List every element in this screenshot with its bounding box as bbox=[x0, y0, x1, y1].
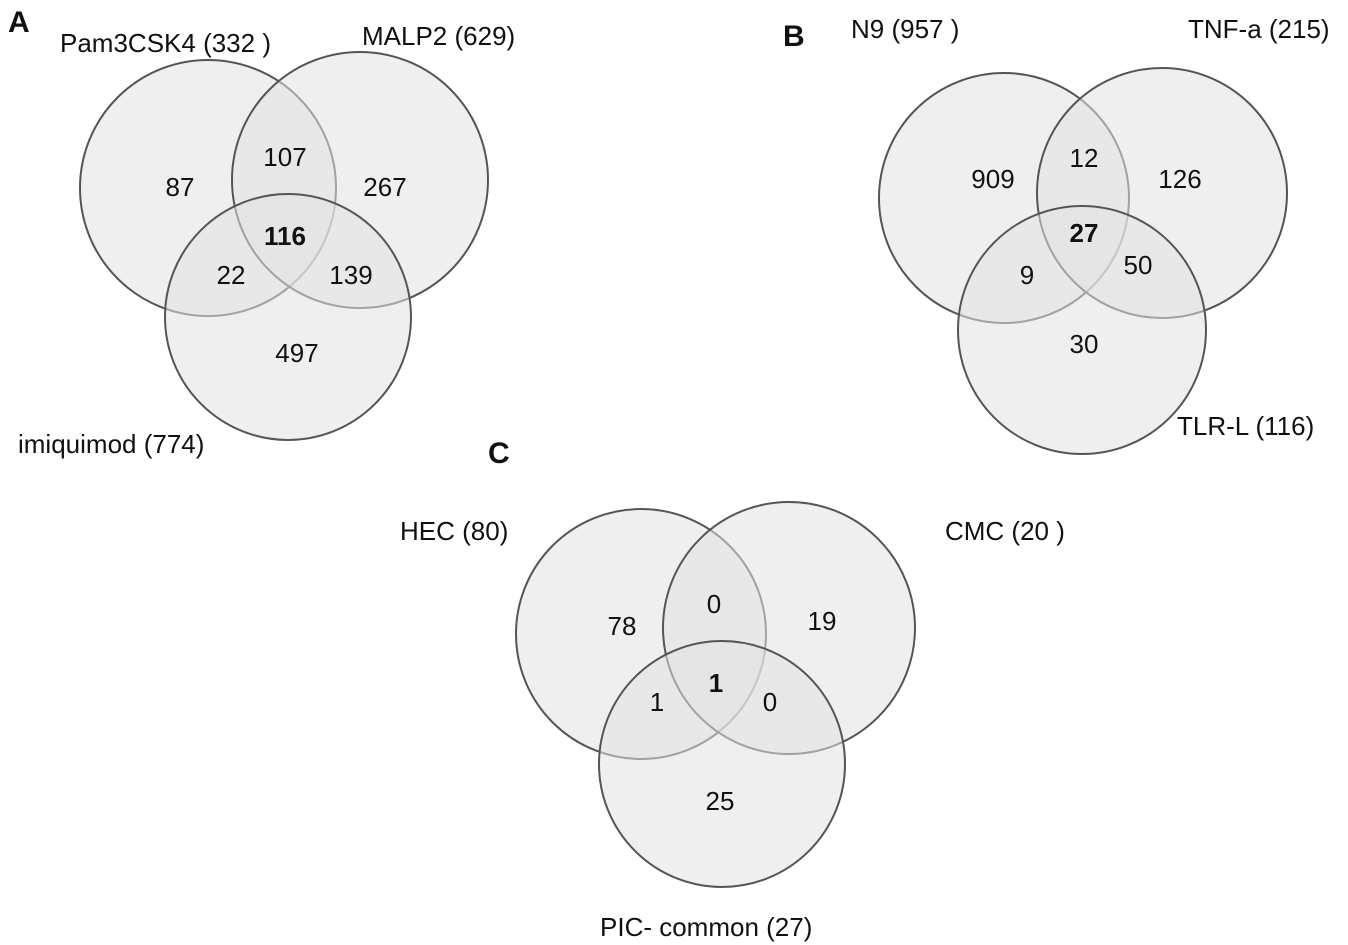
panel-b-set-2-label: TNF-a (215) bbox=[1188, 14, 1330, 44]
panel-c-region-1-2: 0 bbox=[707, 589, 721, 619]
panel-a-region-only-2: 267 bbox=[363, 172, 406, 202]
panel-c: C HEC (80) CMC (20 ) PIC- common (27) 78… bbox=[400, 437, 1065, 942]
panel-c-set-3-label: PIC- common (27) bbox=[600, 912, 812, 942]
panel-a: A Pam3CSK4 (332 ) MALP2 (629) imiquimod … bbox=[8, 6, 515, 459]
panel-a-region-1-2: 107 bbox=[263, 142, 306, 172]
panel-c-region-only-1: 78 bbox=[608, 611, 637, 641]
panel-a-region-2-3: 139 bbox=[329, 260, 372, 290]
panel-c-letter: C bbox=[488, 437, 510, 470]
panel-a-set-3-label: imiquimod (774) bbox=[18, 429, 204, 459]
panel-a-region-only-3: 497 bbox=[275, 338, 318, 368]
panel-c-region-2-3: 0 bbox=[763, 687, 777, 717]
panel-a-region-only-1: 87 bbox=[166, 172, 195, 202]
panel-c-set-1-label: HEC (80) bbox=[400, 516, 508, 546]
panel-b-set-3-label: TLR-L (116) bbox=[1177, 411, 1314, 441]
panel-b-region-only-2: 126 bbox=[1158, 164, 1201, 194]
panel-a-circle-3 bbox=[164, 193, 412, 441]
panel-a-region-1-3: 22 bbox=[217, 260, 246, 290]
panel-c-region-only-2: 19 bbox=[808, 606, 837, 636]
panel-b-set-1-label: N9 (957 ) bbox=[851, 14, 959, 44]
panel-b-region-all: 27 bbox=[1070, 218, 1099, 248]
panel-b: B N9 (957 ) TNF-a (215) TLR-L (116) 909 … bbox=[783, 14, 1330, 455]
panel-a-set-1-label: Pam3CSK4 (332 ) bbox=[60, 28, 271, 58]
panel-c-circle-3 bbox=[598, 640, 846, 888]
panel-c-region-1-3: 1 bbox=[650, 687, 664, 717]
panel-c-set-2-label: CMC (20 ) bbox=[945, 516, 1065, 546]
panel-b-region-1-2: 12 bbox=[1070, 143, 1099, 173]
panel-b-region-only-1: 909 bbox=[971, 164, 1014, 194]
panel-c-region-only-3: 25 bbox=[706, 786, 735, 816]
panel-a-letter: A bbox=[8, 6, 30, 39]
panel-c-region-all: 1 bbox=[709, 668, 723, 698]
panel-b-circle-3 bbox=[957, 205, 1207, 455]
panel-b-region-1-3: 9 bbox=[1020, 260, 1034, 290]
panel-b-letter: B bbox=[783, 20, 805, 53]
panel-a-set-2-label: MALP2 (629) bbox=[362, 21, 515, 51]
panel-b-region-2-3: 50 bbox=[1124, 250, 1153, 280]
panel-b-region-only-3: 30 bbox=[1070, 329, 1099, 359]
panel-a-region-all: 116 bbox=[264, 221, 306, 251]
